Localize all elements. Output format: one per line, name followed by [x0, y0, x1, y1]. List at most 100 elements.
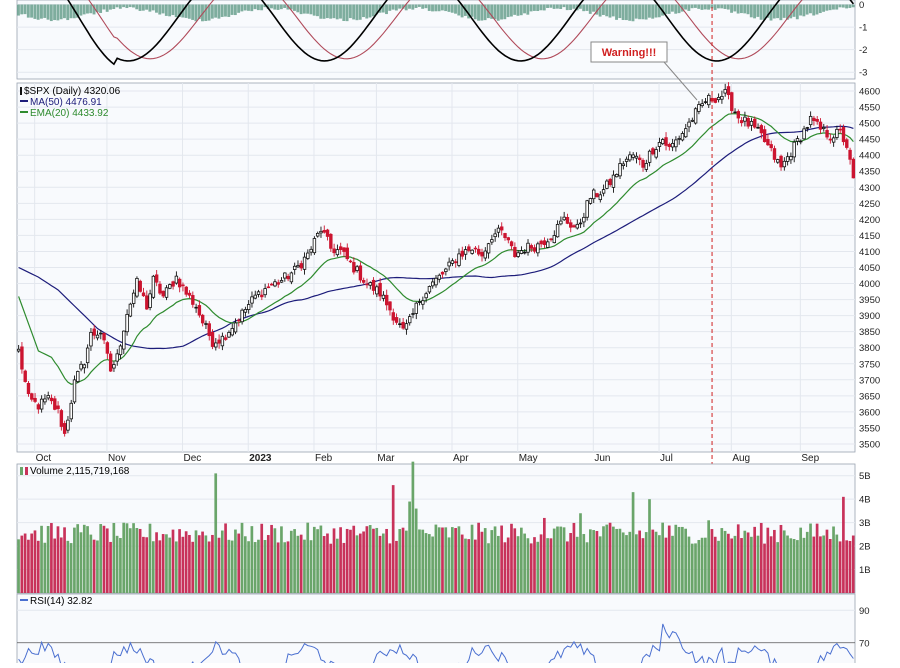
warning-callout-text: Warning!!!: [602, 47, 657, 59]
candle-body-133: [454, 261, 458, 264]
volume-bar-251: [842, 496, 845, 593]
macd-histogram-bar-42: [155, 4, 158, 13]
rsi-legend-swatch: [20, 599, 28, 601]
candle-body-230: [772, 148, 777, 160]
volume-bar-242: [812, 536, 816, 593]
candle-body-214: [720, 96, 724, 100]
candle-body-227: [762, 129, 767, 143]
volume-bar-71: [250, 526, 254, 593]
candle-body-241: [808, 115, 813, 126]
candle-body-170: [575, 223, 580, 229]
volume-bar-219: [736, 524, 740, 593]
candle-body-95: [329, 233, 333, 249]
price-tick-label-13: 4150: [859, 231, 880, 242]
candle-body-188: [634, 155, 639, 159]
volume-bar-136: [464, 538, 467, 593]
volume-bar-245: [822, 535, 826, 593]
candle-body-64: [227, 332, 231, 338]
candle-body-191: [644, 163, 649, 170]
macd-tick-label-3: -3: [859, 68, 867, 79]
macd-histogram-bar-32: [122, 4, 126, 8]
candle-body-219: [736, 111, 741, 119]
volume-bar-115: [395, 540, 398, 593]
candle-body-65: [230, 328, 234, 336]
macd-histogram-bar-115: [394, 4, 398, 11]
candle-body-143: [486, 243, 491, 254]
price-tick-label-19: 4450: [859, 135, 880, 146]
macd-histogram-bar-124: [424, 4, 428, 9]
volume-bar-220: [740, 538, 743, 593]
candle-body-245: [822, 127, 826, 130]
candle-body-73: [256, 291, 261, 295]
macd-histogram-bar-206: [693, 4, 697, 8]
volume-bar-67: [237, 533, 241, 593]
volume-bar-81: [283, 542, 287, 593]
candle-body-157: [532, 247, 537, 252]
candle-body-240: [805, 127, 810, 129]
macd-histogram-bar-239: [802, 4, 806, 17]
candle-body-36: [135, 277, 139, 297]
x-tick-label-may: May: [519, 453, 538, 464]
volume-bar-88: [306, 522, 310, 593]
volume-bar-146: [496, 535, 500, 593]
volume-bar-27: [105, 528, 109, 593]
macd-histogram-bar-100: [345, 4, 349, 22]
macd-histogram-bar-189: [638, 4, 641, 20]
volume-bar-247: [828, 539, 832, 593]
volume-bar-73: [257, 539, 260, 593]
macd-histogram-bar-1: [20, 4, 24, 15]
candle-body-220: [739, 120, 744, 124]
volume-bar-114: [391, 485, 395, 593]
macd-histogram-bar-151: [513, 4, 517, 15]
volume-bar-28: [109, 541, 112, 593]
volume-bar-101: [349, 529, 352, 593]
candle-body-55: [197, 305, 202, 316]
volume-bar-151: [513, 528, 517, 593]
volume-bar-18: [76, 524, 80, 593]
volume-bar-48: [174, 541, 178, 593]
ema20-line: [18, 113, 854, 385]
macd-histogram-bar-155: [526, 4, 530, 15]
macd-histogram-bar-44: [161, 4, 165, 14]
volume-bar-35: [132, 523, 135, 593]
candle-body-34: [128, 303, 133, 317]
candle-body-46: [168, 284, 172, 289]
candle-body-185: [624, 158, 629, 162]
macd-histogram-bar-220: [739, 4, 743, 14]
volume-bar-250: [838, 541, 842, 593]
candle-body-119: [408, 316, 412, 324]
macd-histogram-bar-129: [440, 4, 444, 11]
candle-body-234: [785, 156, 790, 162]
macd-histogram-bar-186: [628, 4, 632, 21]
candle-body-27: [105, 342, 110, 354]
volume-bar-166: [562, 527, 566, 593]
volume-bar-79: [276, 542, 280, 593]
price-tick-label-0: 3500: [859, 439, 880, 450]
volume-bar-117: [401, 527, 405, 593]
candle-body-127: [434, 277, 438, 286]
macd-histogram-bar-216: [726, 4, 730, 10]
macd-histogram-bar-35: [132, 4, 135, 8]
volume-bar-83: [289, 530, 293, 593]
candle-body-54: [194, 306, 198, 309]
price-tick-label-17: 4350: [859, 167, 880, 178]
candle-body-154: [523, 251, 527, 254]
macd-histogram-bar-77: [270, 4, 273, 9]
candle-body-190: [641, 159, 645, 168]
volume-bar-14: [63, 527, 66, 593]
volume-bar-7: [40, 525, 43, 593]
volume-bar-203: [684, 528, 687, 593]
volume-bar-180: [608, 522, 612, 593]
volume-bar-207: [697, 539, 701, 593]
candle-body-4: [30, 393, 34, 400]
candle-body-197: [664, 137, 668, 146]
volume-bar-241: [809, 523, 812, 593]
candle-body-105: [362, 280, 366, 283]
volume-bar-201: [677, 526, 681, 593]
candle-body-122: [417, 301, 422, 303]
macd-histogram-bar-183: [618, 4, 622, 19]
candle-body-131: [447, 261, 451, 267]
volume-bar-175: [592, 530, 595, 593]
volume-bar-12: [56, 526, 60, 593]
candle-body-153: [519, 250, 524, 254]
